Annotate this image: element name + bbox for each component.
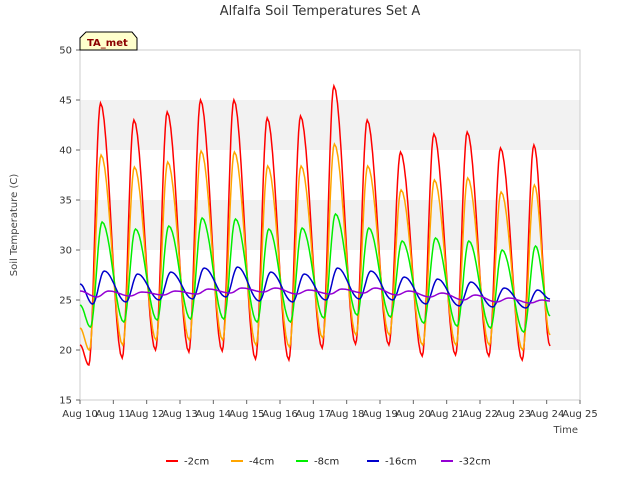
y-axis-ticks: 15 20 25 30 35 40 45 50: [59, 46, 80, 407]
y-tick-label: 45: [59, 96, 72, 107]
series-lines: [79, 83, 551, 367]
x-tick-label: Aug 25: [562, 409, 597, 420]
legend: -2cm -4cm -8cm -16cm -32cm: [166, 457, 491, 468]
x-tick-label: Aug 11: [96, 409, 131, 420]
plot-frame: [79, 49, 581, 401]
x-tick-label: Aug 20: [396, 409, 431, 420]
annotation-box: TA_met: [79, 31, 138, 51]
x-axis-label: Time: [553, 425, 578, 436]
x-tick-label: Aug 24: [529, 409, 564, 420]
x-tick-label: Aug 19: [362, 409, 397, 420]
series-line-minus-4cm: [79, 142, 551, 352]
y-tick-label: 30: [59, 246, 72, 257]
x-tick-label: Aug 15: [229, 409, 264, 420]
grid-band: [80, 300, 580, 350]
x-tick-label: Aug 12: [129, 409, 164, 420]
series-line-minus-32cm: [79, 287, 550, 304]
series-line-minus-8cm: [79, 212, 551, 334]
x-tick-label: Aug 13: [162, 409, 197, 420]
y-tick-label: 50: [59, 46, 72, 57]
x-tick-label: Aug 18: [329, 409, 364, 420]
y-tick-label: 35: [59, 196, 72, 207]
x-tick-label: Aug 10: [62, 409, 97, 420]
legend-label: -16cm: [385, 457, 417, 468]
grid-band: [80, 50, 580, 100]
legend-label: -8cm: [314, 457, 339, 468]
x-tick-label: Aug 21: [429, 409, 464, 420]
annotation-label: TA_met: [87, 38, 128, 49]
x-tick-label: Aug 23: [496, 409, 531, 420]
x-tick-label: Aug 22: [462, 409, 497, 420]
series-line-minus-2cm: [79, 83, 551, 367]
legend-label: -2cm: [184, 457, 209, 468]
x-tick-label: Aug 16: [262, 409, 297, 420]
chart-title: Alfalfa Soil Temperatures Set A: [220, 4, 421, 19]
legend-label: -4cm: [249, 457, 274, 468]
y-axis-label: Soil Temperature (C): [9, 174, 20, 277]
legend-label: -32cm: [459, 457, 491, 468]
y-tick-label: 25: [59, 296, 72, 307]
y-tick-label: 40: [59, 146, 72, 157]
grid-band: [80, 350, 580, 400]
series-line-minus-16cm: [79, 266, 551, 309]
y-tick-label: 15: [59, 396, 72, 407]
x-tick-label: Aug 14: [196, 409, 231, 420]
y-tick-label: 20: [59, 346, 72, 357]
x-tick-label: Aug 17: [296, 409, 331, 420]
